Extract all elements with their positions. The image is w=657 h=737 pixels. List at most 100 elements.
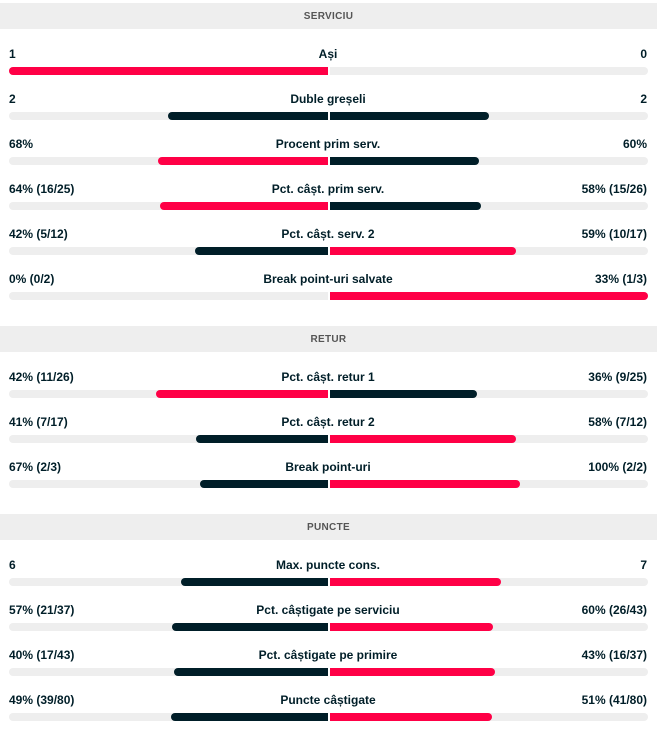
stat-label: Pct. câșt. retur 2	[281, 415, 375, 429]
home-bar-fill	[199, 480, 328, 488]
away-bar-track	[329, 202, 648, 210]
stat-row: 41% (7/17) Pct. câșt. retur 2 58% (7/12)	[0, 414, 657, 459]
home-bar-track	[9, 668, 328, 676]
home-bar-fill	[158, 157, 328, 165]
stat-label: Ași	[318, 47, 338, 61]
home-bar-track	[9, 480, 328, 488]
section-puncte: PUNCTE 6 Max. puncte cons. 7 57% (21/37) Pct…	[0, 514, 657, 737]
away-value: 0	[640, 47, 647, 61]
home-bar-fill	[156, 390, 328, 398]
away-bar-track	[329, 112, 648, 120]
away-bar-track	[329, 67, 648, 75]
away-bar-fill	[329, 202, 481, 210]
away-bar-track	[329, 247, 648, 255]
home-bar-fill	[180, 578, 328, 586]
away-value: 2	[640, 92, 647, 106]
home-bar-fill	[174, 668, 328, 676]
home-bar-track	[9, 157, 328, 165]
away-value: 60% (26/43)	[581, 603, 647, 617]
stat-label: Puncte câștigate	[280, 693, 376, 707]
away-value: 36% (9/25)	[588, 370, 647, 384]
away-value: 58% (15/26)	[581, 182, 647, 196]
stat-row: 68% Procent prim serv. 60%	[0, 136, 657, 181]
home-bar-track	[9, 435, 328, 443]
away-bar-track	[329, 157, 648, 165]
home-bar-track	[9, 713, 328, 721]
home-bar-fill	[172, 623, 328, 631]
stat-label: Break point-uri	[285, 460, 371, 474]
stat-row: 2 Duble greșeli 2	[0, 91, 657, 136]
stat-label: Pct. câșt. retur 1	[281, 370, 375, 384]
home-bar-fill	[195, 247, 328, 255]
home-value: 40% (17/43)	[9, 648, 75, 662]
away-bar-fill	[329, 480, 521, 488]
away-bar-fill	[329, 623, 493, 631]
stat-row: 40% (17/43) Pct. câștigate pe primire 43% …	[0, 647, 657, 692]
away-bar-fill	[329, 578, 501, 586]
stat-label: Pct. câșt. prim serv.	[271, 182, 385, 196]
home-bar-fill	[195, 435, 328, 443]
home-value: 2	[9, 92, 16, 106]
section-header: RETUR	[0, 326, 657, 352]
away-bar-track	[329, 713, 648, 721]
away-bar-track	[329, 292, 648, 300]
home-bar-track	[9, 292, 328, 300]
home-bar-track	[9, 390, 328, 398]
away-value: 60%	[622, 137, 647, 151]
stat-label: Procent prim serv.	[275, 137, 381, 151]
stat-row: 6 Max. puncte cons. 7	[0, 557, 657, 602]
away-bar-track	[329, 435, 648, 443]
away-value: 33% (1/3)	[594, 272, 647, 286]
home-bar-track	[9, 623, 328, 631]
stat-row: 67% (2/3) Break point-uri 100% (2/2)	[0, 459, 657, 504]
home-value: 49% (39/80)	[9, 693, 75, 707]
stat-label: Pct. câșt. serv. 2	[281, 227, 375, 241]
away-value: 43% (16/37)	[581, 648, 647, 662]
home-value: 41% (7/17)	[9, 415, 68, 429]
section-retur: RETUR 42% (11/26) Pct. câșt. retur 1 36% (9…	[0, 326, 657, 504]
section-header: SERVICIU	[0, 3, 657, 29]
away-bar-fill	[329, 157, 479, 165]
home-bar-fill	[168, 112, 328, 120]
home-value: 0% (0/2)	[9, 272, 55, 286]
away-bar-track	[329, 623, 648, 631]
away-value: 59% (10/17)	[581, 227, 647, 241]
away-bar-fill	[329, 713, 492, 721]
away-bar-fill	[329, 435, 517, 443]
stat-row: 64% (16/25) Pct. câșt. prim serv. 58% (15/…	[0, 181, 657, 226]
home-bar-fill	[9, 67, 328, 75]
away-bar-track	[329, 668, 648, 676]
stat-label: Max. puncte cons.	[275, 558, 381, 572]
home-value: 42% (5/12)	[9, 227, 68, 241]
away-bar-fill	[329, 292, 648, 300]
home-bar-track	[9, 67, 328, 75]
away-value: 7	[640, 558, 647, 572]
away-value: 100% (2/2)	[588, 460, 647, 474]
stat-row: 49% (39/80) Puncte câștigate 51% (41/80)	[0, 692, 657, 737]
away-bar-fill	[329, 668, 495, 676]
home-bar-fill	[160, 202, 328, 210]
away-bar-track	[329, 578, 648, 586]
home-bar-track	[9, 578, 328, 586]
home-bar-track	[9, 247, 328, 255]
home-value: 64% (16/25)	[9, 182, 75, 196]
stat-label: Pct. câștigate pe serviciu	[256, 603, 400, 617]
stat-label: Break point-uri salvate	[263, 272, 393, 286]
stat-row: 42% (5/12) Pct. câșt. serv. 2 59% (10/17)	[0, 226, 657, 271]
stat-label: Pct. câștigate pe primire	[258, 648, 398, 662]
section-serviciu: SERVICIU 1 Ași 0 2 Duble greșeli 2 68% Procent…	[0, 3, 657, 316]
home-value: 1	[9, 47, 16, 61]
home-value: 42% (11/26)	[9, 370, 74, 384]
home-value: 6	[9, 558, 16, 572]
section-header: PUNCTE	[0, 514, 657, 540]
away-bar-fill	[329, 112, 489, 120]
away-bar-track	[329, 480, 648, 488]
stat-row: 0% (0/2) Break point-uri salvate 33% (1/3)	[0, 271, 657, 316]
home-value: 57% (21/37)	[9, 603, 75, 617]
home-value: 68%	[9, 137, 34, 151]
away-value: 58% (7/12)	[588, 415, 647, 429]
home-bar-track	[9, 112, 328, 120]
home-bar-track	[9, 202, 328, 210]
stat-row: 42% (11/26) Pct. câșt. retur 1 36% (9/25)	[0, 369, 657, 414]
